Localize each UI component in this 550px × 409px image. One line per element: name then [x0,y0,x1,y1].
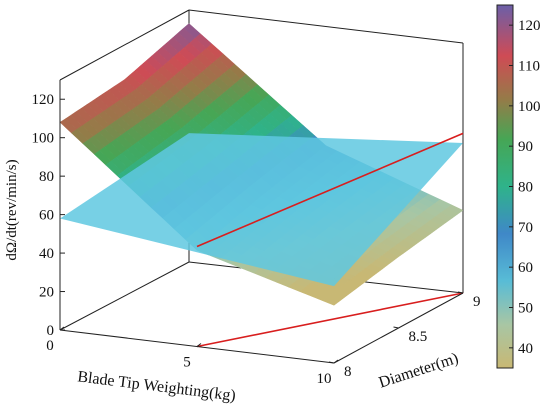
y-axis-label: Diameter(m) [377,350,461,392]
z-tick-label: 120 [32,92,55,108]
colorbar-tick-label: 40 [518,341,533,357]
z-tick-label: 40 [39,246,54,262]
x-tick [333,359,339,364]
y-tick-label: 9 [473,294,481,310]
colorbar-tick-label: 50 [518,301,533,317]
x-tick-label: 0 [46,338,54,354]
x-tick-label: 10 [317,371,332,387]
z-axis-label: dΩ/dt(rev/min/s) [4,159,20,260]
x-tick [59,326,65,331]
x-tick-label: 5 [183,355,191,371]
colorbar-tick-label: 110 [518,59,540,75]
y-tick [393,326,399,329]
surface-intersection-line [196,132,464,248]
colorbar-ticks: 40 50 60 70 80 90 100 110 120 [509,18,541,357]
colorbar-tick-label: 90 [518,139,533,155]
colorbar-tick-label: 100 [518,99,541,115]
reference-plane [60,133,463,287]
z-tick-label: 100 [32,131,55,147]
box-back-floor-left [59,261,190,331]
surface-layer [59,23,464,348]
box-back-top [188,9,464,44]
z-tick-label: 20 [39,285,54,301]
x-tick [196,343,202,347]
colorbar-tick-label: 120 [518,18,541,34]
y-tick-label: 8 [344,364,352,380]
x-axis-label: Blade Tip Weighting(kg) [76,368,236,404]
y-tick [457,291,464,294]
box-back-left-top [59,9,190,81]
z-tick-label: 0 [47,323,55,339]
y-tick-label: 8.5 [409,329,428,345]
surface-patch [322,296,340,306]
colorbar-tick-label: 80 [518,180,533,196]
z-tick-label: 60 [39,208,54,224]
floor-intersection-line [196,292,464,348]
y-tick [328,361,335,364]
colorbar-tick-label: 70 [518,220,533,236]
colorbar: 40 50 60 70 80 90 100 110 120 [496,4,541,369]
z-tick-label: 80 [39,169,54,185]
tick-layer: 0 20 40 60 80 100 120 0 5 10 8 8.5 9 [32,92,481,387]
colorbar-tick-label: 60 [518,260,533,276]
